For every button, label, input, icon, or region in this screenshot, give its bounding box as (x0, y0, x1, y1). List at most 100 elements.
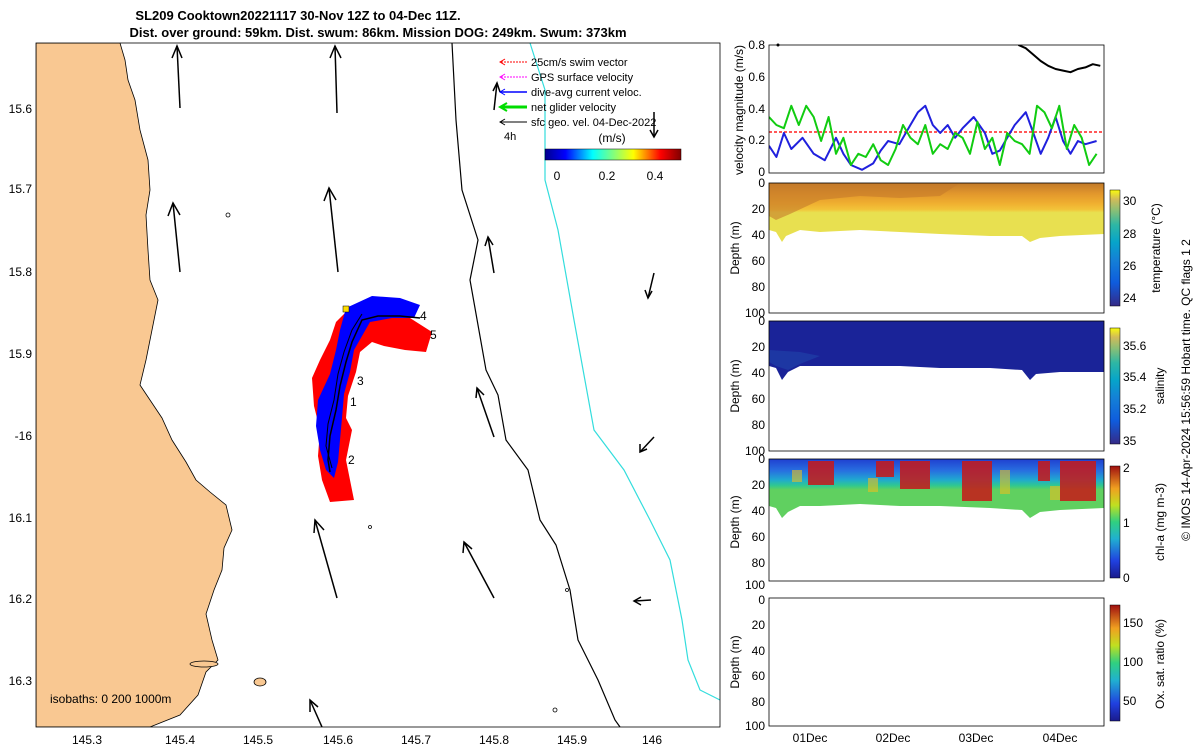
y-tick-label: 100 (745, 444, 765, 458)
series-line-0 (769, 104, 1097, 171)
temperature-colorbar (1109, 189, 1121, 307)
y-tick-label: 16.2 (9, 592, 33, 606)
geo-velocity-arrow (475, 386, 495, 438)
y-tick-label: 0 (758, 176, 765, 190)
x-tick-label: 145.3 (72, 733, 102, 747)
colorbar-tick: 26 (1123, 259, 1137, 273)
figure-title-line1: SL209 Cooktown20221117 30-Nov 12Z to 04-… (135, 8, 460, 23)
colorbar-title: (m/s) (598, 131, 625, 145)
geo-velocity-arrow (323, 186, 339, 273)
y-tick-label: 0 (758, 593, 765, 607)
chla-field (769, 459, 1104, 518)
colorbar-tick: 30 (1123, 194, 1137, 208)
geo-velocity-arrow (329, 44, 342, 114)
small-island (189, 660, 219, 668)
legend-label: sfc geo. vel. 04-Dec-2022 (531, 117, 656, 129)
colorbar-tick: 150 (1123, 616, 1143, 630)
track-start-marker (342, 305, 350, 313)
geo-velocity-arrow (167, 201, 181, 273)
y-tick-label: 16.1 (9, 511, 33, 525)
chla-patch (792, 470, 802, 482)
oxygen-plot-area (769, 598, 1104, 726)
y-tick-label: 15.9 (9, 347, 33, 361)
y-tick-label: 80 (752, 556, 766, 570)
temperature-y-axis: 0 20 40 60 80 100 Depth (m) (728, 176, 765, 320)
isobath-1000m (529, 43, 720, 701)
y-tick-label: 60 (752, 254, 766, 268)
temperature-colorbar-axis: 24 26 28 30 temperature (°C) (1123, 194, 1163, 305)
chla-patch (868, 478, 878, 492)
oxygen-colorbar (1109, 604, 1121, 722)
y-tick-label: 20 (752, 618, 766, 632)
colorbar-tick: 0 (1123, 571, 1130, 585)
chla-y-axis: 0 20 40 60 80 100 Depth (m) (728, 452, 765, 592)
chla-patch (900, 461, 930, 489)
salinity-mixed-layer (769, 350, 820, 370)
small-reef (565, 588, 569, 592)
salinity-panel: 0 20 40 60 80 100 Depth (m) 35 35.2 35.4… (728, 314, 1167, 458)
small-reef (225, 212, 231, 218)
legend-label: 25cm/s swim vector (531, 57, 628, 69)
x-tick-label: 145.7 (401, 733, 431, 747)
geo-velocity-arrow (309, 698, 323, 727)
y-tick-label: 0.4 (748, 102, 765, 116)
figure-title-line2: Dist. over ground: 59km. Dist. swum: 86k… (129, 25, 626, 40)
colorbar-tick: 100 (1123, 655, 1143, 669)
geo-velocity-arrow (639, 436, 655, 454)
y-tick-label: 20 (752, 478, 766, 492)
chla-patch (1060, 461, 1096, 501)
temperature-warm-layer (769, 183, 960, 220)
legend-item-swim-vector: 25cm/s swim vector (499, 57, 628, 69)
chla-patch (1038, 461, 1050, 481)
x-tick-label: 145.5 (243, 733, 273, 747)
y-tick-label: 100 (745, 578, 765, 592)
map-frame (35, 42, 721, 728)
small-reef (552, 707, 558, 713)
velocity-series (769, 45, 1101, 171)
y-tick-label: 15.8 (9, 265, 33, 279)
salinity-field (769, 321, 1104, 380)
colorbar-tick: 0.2 (599, 169, 616, 183)
y-tick-label: 100 (745, 719, 765, 733)
legend-item-geo-velocity: sfc geo. vel. 04-Dec-2022 (499, 117, 656, 129)
colorbar-tick: 35 (1123, 434, 1137, 448)
isobath-200m (451, 43, 621, 727)
y-tick-label: 40 (752, 644, 766, 658)
temperature-panel: 0 20 40 60 80 100 Depth (m) 24 26 28 30 … (728, 176, 1163, 320)
glider-track (327, 315, 421, 473)
speed-colorbar (544, 148, 682, 161)
colorbar-tick: 35.6 (1123, 339, 1147, 353)
chla-panel: 0 20 40 60 80 100 Depth (m) 0 1 2 chl-a … (728, 452, 1167, 592)
track-label: 3 (357, 374, 364, 388)
small-reef (368, 525, 372, 529)
oxygen-y-axis: 0 20 40 60 80 100 Depth (m) (728, 593, 765, 733)
legend-label: net glider velocity (531, 102, 616, 114)
oxygen-colorbar-axis: 50 100 150 Ox. sat. ratio (%) (1123, 616, 1167, 709)
colorbar-tick: 0.4 (647, 169, 664, 183)
geo-velocity-arrows (167, 44, 659, 727)
time-tick-label: 04Dec (1043, 731, 1078, 745)
oxygen-frame (768, 597, 1105, 727)
time-tick-label: 02Dec (876, 731, 911, 745)
y-tick-label: 40 (752, 228, 766, 242)
y-tick-label: 0.8 (748, 38, 765, 52)
y-tick-label: 15.6 (9, 102, 33, 116)
legend-item-current: dive-avg current veloc. (499, 87, 642, 99)
y-tick-label: 60 (752, 669, 766, 683)
geo-velocity-arrow (313, 518, 338, 599)
series-line-3 (1018, 45, 1101, 74)
geo-velocity-arrow (632, 596, 652, 606)
x-tick-label: 145.8 (479, 733, 509, 747)
x-tick-label: 145.6 (323, 733, 353, 747)
temperature-field (769, 183, 1104, 242)
track-label: 5 (430, 328, 437, 342)
velocity-y-axis: 0 0.2 0.4 0.6 0.8 velocity magnitude (m/… (732, 38, 765, 179)
y-tick-label: 0 (758, 165, 765, 179)
y-tick-label: 0.6 (748, 70, 765, 84)
y-tick-label: 60 (752, 392, 766, 406)
colorbar-tick: 2 (1123, 461, 1130, 475)
map-x-axis: 145.3 145.4 145.5 145.6 145.7 145.8 145.… (72, 733, 662, 747)
colorbar-tick: 24 (1123, 291, 1137, 305)
colorbar-label: salinity (1153, 368, 1167, 405)
